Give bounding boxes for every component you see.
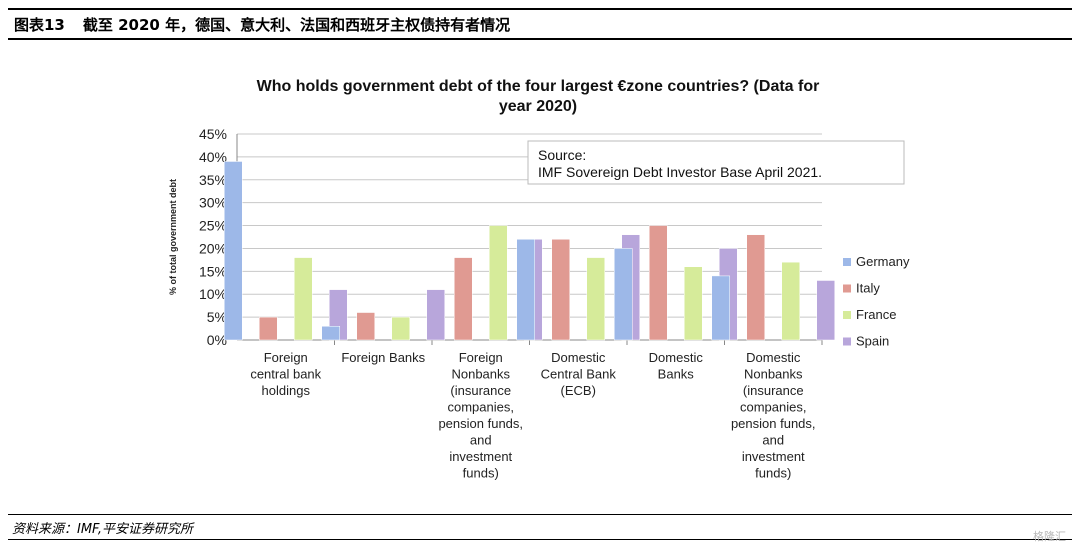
y-tick-label: 20% (199, 240, 227, 256)
bar (224, 161, 243, 341)
y-tick-label: 0% (207, 332, 227, 348)
bar (816, 280, 835, 341)
chart-title-line: year 2020) (499, 98, 577, 115)
y-tick-label: 10% (199, 286, 227, 302)
watermark: 格隆汇 (1033, 530, 1066, 543)
bar (586, 257, 605, 341)
bar (356, 312, 375, 341)
bar (391, 316, 410, 341)
bar (321, 326, 340, 341)
y-tick-label: 25% (199, 218, 227, 234)
x-category-label: investment (742, 449, 805, 464)
bar (551, 239, 570, 341)
bar (294, 257, 313, 341)
annotation-text: Source: (538, 147, 586, 163)
figure-title: 截至 2020 年，德国、意大利、法国和西班牙主权债持有者情况 (82, 15, 511, 34)
y-tick-label: 15% (199, 263, 227, 279)
y-tick-label: 35% (199, 172, 227, 188)
x-category-label: funds) (463, 466, 499, 481)
legend-label: Spain (856, 334, 889, 349)
legend-label: Italy (856, 281, 880, 296)
bar (516, 239, 535, 341)
x-category-label: Nonbanks (451, 367, 510, 382)
bar (746, 234, 765, 341)
y-tick-label: 30% (199, 195, 227, 211)
legend-swatch (843, 284, 851, 293)
bar (711, 275, 730, 341)
legend-swatch (843, 337, 851, 346)
x-category-label: holdings (262, 383, 311, 398)
x-category-label: and (470, 433, 492, 448)
x-category-label: investment (449, 449, 512, 464)
x-category-label: pension funds, (438, 416, 523, 431)
x-category-label: Foreign (459, 350, 503, 365)
bar (781, 261, 800, 341)
chart-title-line: Who holds government debt of the four la… (257, 78, 820, 95)
bar (614, 248, 633, 341)
bar (649, 225, 668, 341)
figure-label: 图表13 (14, 15, 65, 34)
x-category-label: Domestic (551, 350, 606, 365)
annotation-box (527, 140, 905, 185)
legend-label: France (856, 307, 896, 322)
x-category-label: central bank (250, 367, 321, 382)
y-tick-label: 5% (207, 309, 227, 325)
y-tick-label: 45% (199, 126, 227, 142)
x-category-label: companies, (448, 400, 514, 415)
source-note: 资料来源：IMF,平安证券研究所 (12, 521, 193, 537)
x-category-label: (insurance (450, 383, 511, 398)
annotation-text: IMF Sovereign Debt Investor Base April 2… (538, 164, 822, 180)
x-category-label: Nonbanks (744, 367, 803, 382)
x-category-label: Central Bank (541, 367, 617, 382)
x-category-label: and (762, 433, 784, 448)
x-category-label: (insurance (743, 383, 804, 398)
x-category-label: companies, (740, 400, 806, 415)
x-category-label: Domestic (649, 350, 704, 365)
bar (426, 289, 445, 341)
x-category-label: pension funds, (731, 416, 816, 431)
figure-header: 图表13 截至 2020 年，德国、意大利、法国和西班牙主权债持有者情况 (8, 8, 1072, 40)
legend-label: Germany (856, 254, 910, 269)
legend-swatch (843, 311, 851, 319)
legend-swatch (843, 258, 851, 266)
bar (684, 266, 703, 341)
bar (259, 316, 278, 341)
x-category-label: Banks (658, 367, 695, 382)
x-category-label: Foreign (264, 350, 308, 365)
y-axis-label: % of total government debt (168, 179, 178, 295)
x-category-label: funds) (755, 466, 791, 481)
bar (489, 225, 508, 341)
x-category-label: Foreign Banks (341, 350, 425, 365)
x-category-label: (ECB) (561, 383, 596, 398)
bar (454, 257, 473, 341)
y-tick-label: 40% (199, 149, 227, 165)
x-category-label: Domestic (746, 350, 801, 365)
figure-footer: 资料来源：IMF,平安证券研究所 (8, 514, 1072, 540)
